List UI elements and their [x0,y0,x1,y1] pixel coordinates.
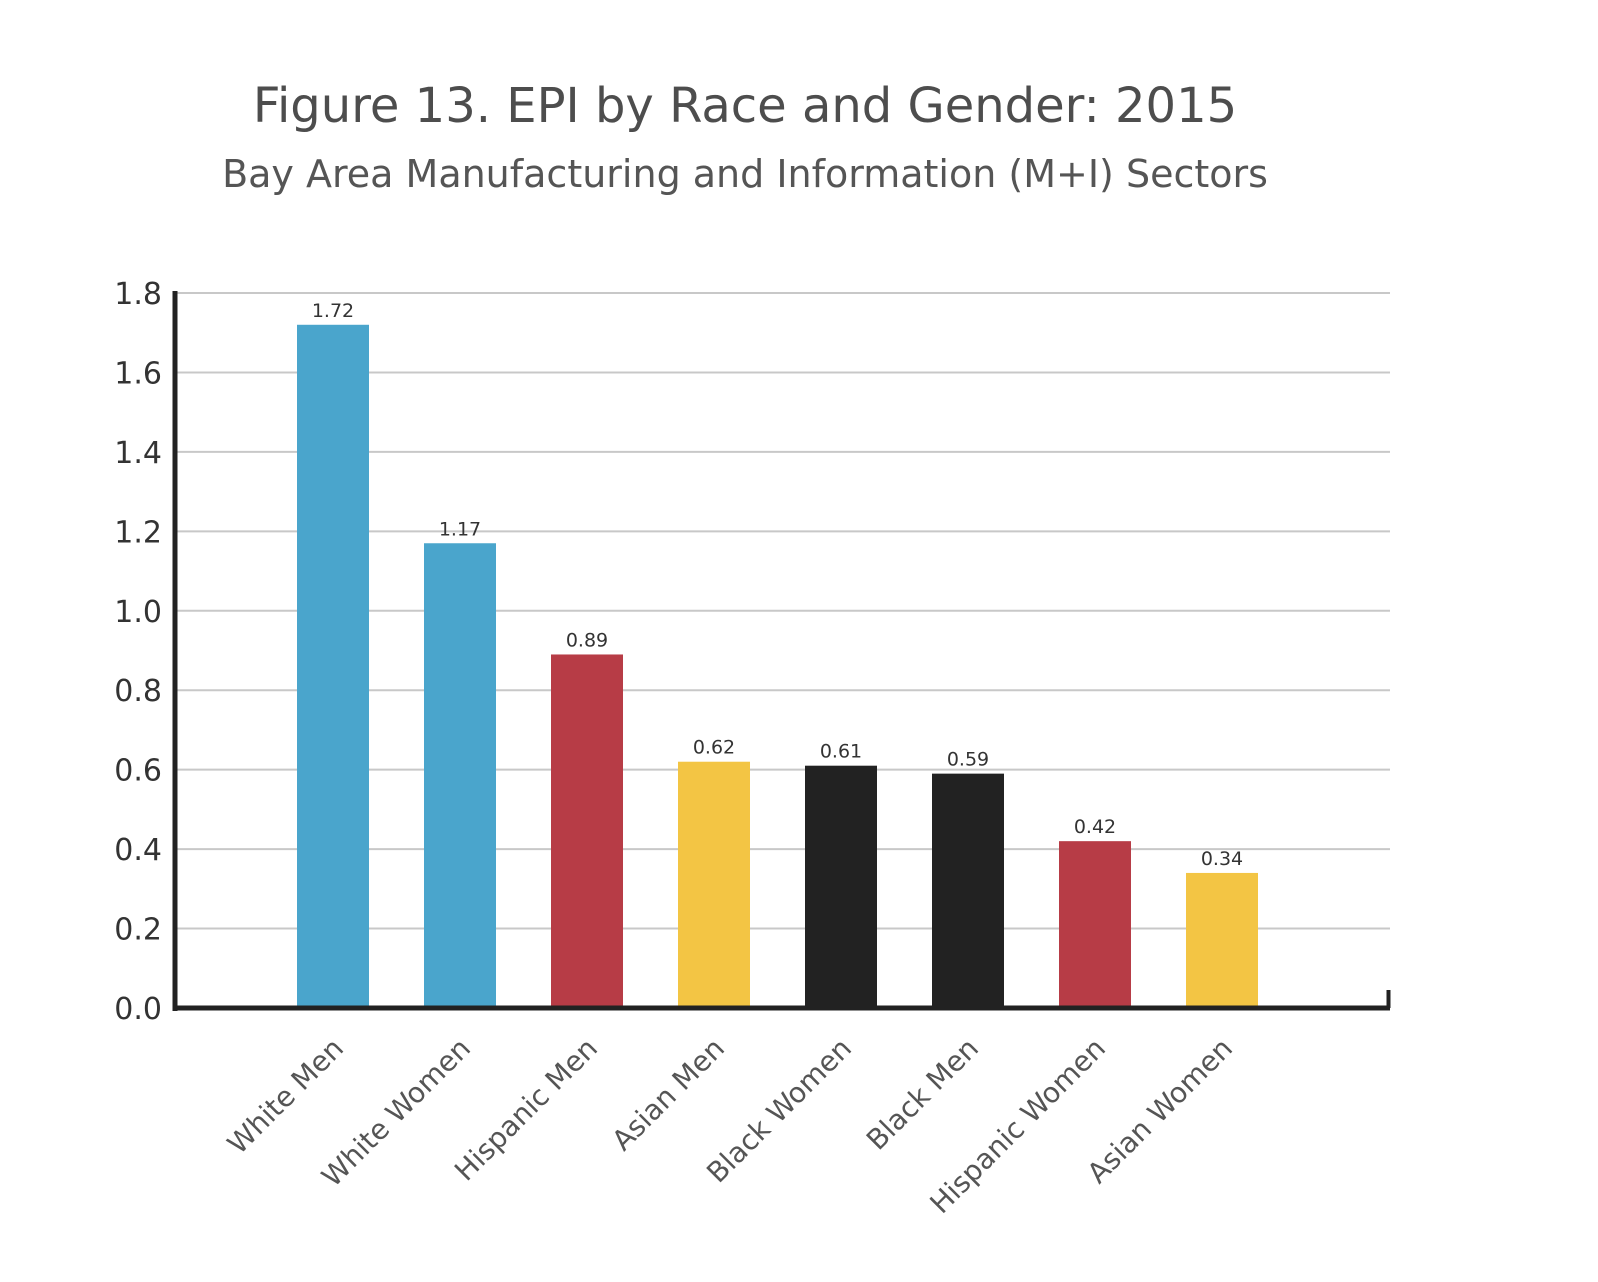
y-tick-label: 0.8 [114,674,162,709]
bar [1186,872,1258,1008]
y-tick-label: 0.6 [114,754,162,789]
data-label: 0.59 [947,749,989,771]
y-tick-label: 1.6 [114,356,162,391]
data-label: 0.61 [820,741,862,763]
bar [297,324,369,1008]
gridlines [175,292,1390,930]
y-tick-label: 1.8 [114,277,162,312]
x-tick-label: Black Men [860,1032,985,1157]
y-tick-label: 0.0 [114,992,162,1027]
y-tick-label: 1.0 [114,595,162,630]
bar [678,761,750,1008]
data-label: 1.72 [312,300,354,322]
data-label: 0.89 [566,629,608,651]
chart-title: Figure 13. EPI by Race and Gender: 2015 [252,78,1238,134]
bar [424,543,496,1008]
bar [1059,841,1131,1008]
y-tick-label: 1.2 [114,515,162,550]
bar [932,773,1004,1008]
y-tick-label: 1.4 [114,436,162,471]
x-tick-label: White Men [221,1032,350,1161]
data-label: 0.42 [1074,816,1116,838]
y-tick-label: 0.2 [114,913,162,948]
data-label: 0.62 [693,737,735,759]
axes [172,291,1391,1011]
x-tick-label: Asian Men [605,1032,730,1157]
bars [297,324,1258,1008]
data-label: 1.17 [439,518,481,540]
value-labels: 1.72 1.17 0.89 0.62 0.61 0.59 0.42 0.34 [312,300,1243,870]
data-label: 0.34 [1201,848,1243,870]
y-axis-ticks: 0.0 0.2 0.4 0.6 0.8 1.0 1.2 1.4 1.6 1.8 [114,277,162,1027]
y-tick-label: 0.4 [114,833,162,868]
chart-subtitle: Bay Area Manufacturing and Information (… [222,152,1268,196]
bar [805,765,877,1008]
bar [551,654,623,1008]
